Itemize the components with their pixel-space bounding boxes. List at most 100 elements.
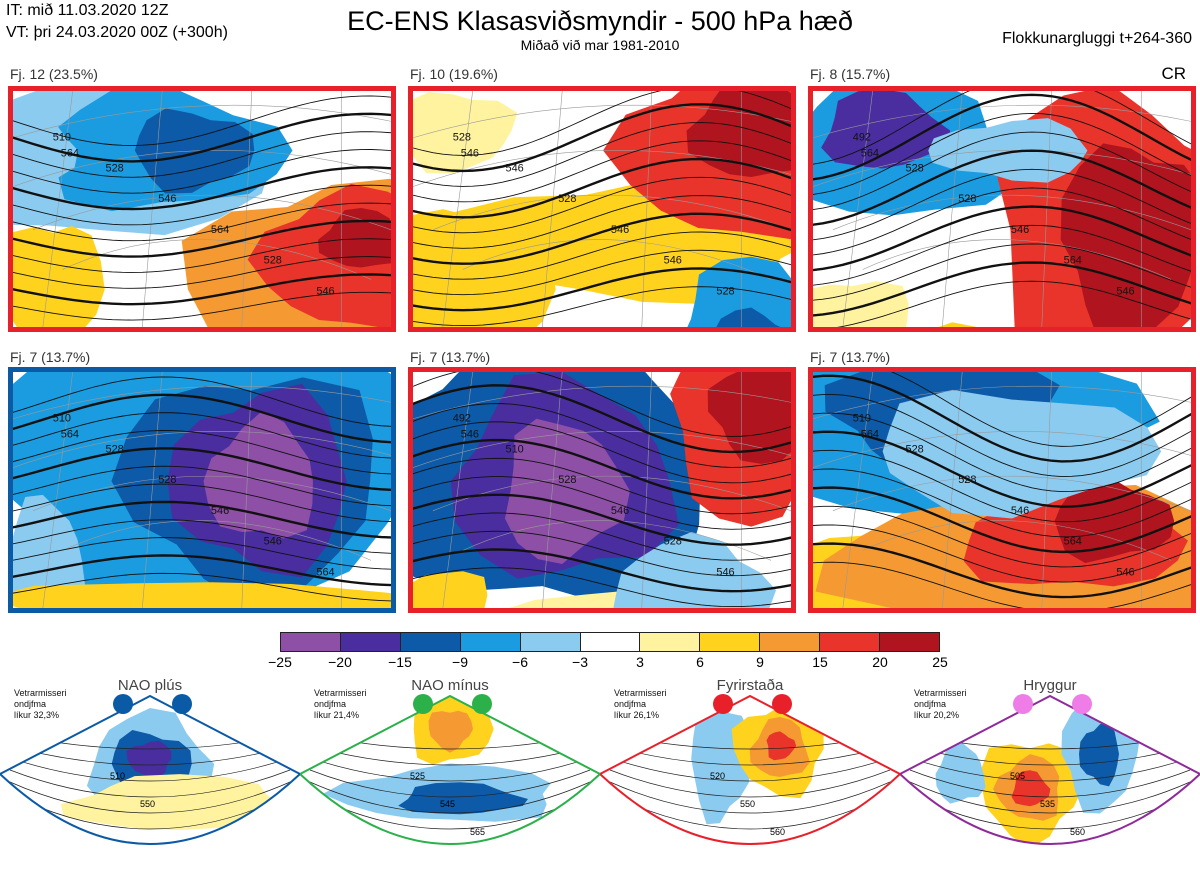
cluster-label: Fj. 12 (23.5%) (10, 66, 98, 82)
regime-panel: 520 550 560 Fyrirstaða Vetrarmisseri ondjfma l… (600, 674, 900, 871)
regime-contour-label: 560 (770, 827, 785, 837)
regime-anomaly-area (428, 710, 473, 753)
height-contour (813, 524, 1191, 583)
colorbar-segment (281, 633, 341, 651)
colorbar-segment (520, 633, 581, 651)
anomaly-map: 492 510 528 546 528 546 546 (413, 372, 791, 608)
contour-label: 528 (958, 193, 976, 205)
height-contour (413, 212, 791, 265)
regime-marker-dot (772, 694, 792, 714)
height-contour (813, 486, 1191, 554)
height-contour (13, 149, 391, 194)
height-contour (413, 493, 791, 546)
regime-marker-dot (713, 694, 733, 714)
meridian-line (1041, 91, 1053, 327)
height-contour (13, 519, 391, 554)
regime-map: 505 535 560 (900, 694, 1200, 845)
height-contour (413, 512, 791, 561)
height-contour (13, 465, 391, 507)
meridian-line (542, 91, 563, 327)
meridian-line (842, 91, 873, 327)
latitude-line (462, 520, 772, 561)
regime-contour (309, 745, 591, 766)
height-contour (813, 149, 1191, 226)
regime-anomaly-area (60, 774, 298, 831)
regime-contour-label: 565 (470, 827, 485, 837)
meridian-line (442, 372, 473, 608)
regime-note: Vetrarmisseri ondjfma líkur 26,1% (614, 688, 667, 721)
contour-label: 564 (211, 224, 229, 236)
regime-note-line: Vetrarmisseri (14, 688, 67, 698)
height-contour (813, 449, 1191, 523)
regime-contour (9, 745, 291, 766)
regime-marker-dot (113, 694, 133, 714)
meridian-line (641, 91, 653, 327)
anomaly-map: 510 528 546 564 528 546 564 (13, 91, 391, 327)
latitude-line (32, 194, 391, 231)
height-contour (13, 166, 391, 211)
colorbar-tick-label: −3 (572, 654, 588, 670)
latitude-line (813, 431, 1191, 468)
regime-contour (309, 781, 591, 814)
cluster-label: Fj. 7 (13.7%) (10, 349, 91, 365)
height-contour (413, 384, 791, 454)
regime-contour (909, 745, 1191, 766)
height-contour (813, 394, 1191, 477)
height-contour (813, 261, 1191, 317)
contour-label: 546 (264, 536, 282, 548)
height-contour (413, 249, 791, 296)
height-contour (413, 103, 791, 173)
contour-label: 546 (611, 224, 629, 236)
height-contour (813, 505, 1191, 568)
latitude-line (832, 194, 1191, 231)
contour-label: 528 (906, 443, 924, 455)
height-contour (413, 567, 791, 608)
regime-contour (909, 769, 1191, 798)
cluster-map-panel: 510 528 528 546 564 546 564 (808, 367, 1196, 613)
regime-marker-dot (413, 694, 433, 714)
height-contour (413, 267, 791, 312)
regime-contour-label: 550 (740, 799, 755, 809)
regime-note-line: líkur 21,4% (314, 710, 360, 720)
meridian-line (942, 91, 963, 327)
colorbar-tick-label: −25 (268, 654, 292, 670)
height-contour (413, 286, 791, 327)
anomaly-area (413, 571, 488, 608)
regime-note-line: ondjfma (14, 699, 47, 709)
height-contour (13, 554, 391, 587)
height-contour (13, 412, 391, 459)
height-contour (813, 243, 1191, 301)
contour-label: 546 (1116, 285, 1134, 297)
regime-contour-label: 510 (110, 771, 125, 781)
height-contour (413, 231, 791, 280)
contour-label: 546 (1011, 224, 1029, 236)
contour-label: 528 (716, 285, 734, 297)
contour-label: 546 (461, 428, 479, 440)
height-contour (413, 91, 791, 156)
height-contour (813, 374, 1191, 463)
regime-contour (9, 769, 291, 798)
height-contour (13, 112, 391, 163)
colorbar-tick-label: −9 (452, 654, 468, 670)
height-contour (13, 291, 391, 321)
anomaly-area (1054, 477, 1175, 563)
regime-note: Vetrarmisseri ondjfma líkur 20,2% (914, 688, 967, 721)
contour-label: 546 (611, 505, 629, 517)
latitude-line (813, 150, 1191, 187)
page-title: EC-ENS Klasasviðsmyndir - 500 hPa hæð (347, 6, 853, 36)
regime-contour (909, 781, 1191, 814)
regime-contour (309, 757, 591, 782)
regime-contour (609, 769, 891, 798)
height-contour (813, 224, 1191, 286)
contour-label: 546 (461, 147, 479, 159)
regime-sector-outline (900, 694, 1200, 845)
colorbar-ticks: −25 −20 −15 −9 −6 −3 3 6 9 15 20 25 (268, 654, 948, 674)
height-contour (13, 95, 391, 146)
height-contour (813, 187, 1191, 256)
height-contour (413, 548, 791, 593)
colorbar-segment (460, 633, 521, 651)
regime-contour-label: 535 (1040, 799, 1055, 809)
colorbar-tick-label: −6 (512, 654, 528, 670)
latitude-line (13, 385, 391, 420)
height-contour (813, 168, 1191, 241)
